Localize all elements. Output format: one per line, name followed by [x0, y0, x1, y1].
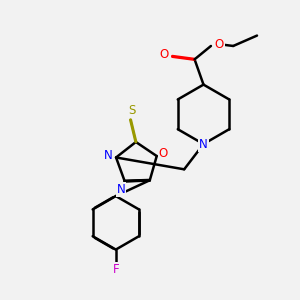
Text: O: O: [159, 48, 169, 62]
Text: N: N: [117, 183, 125, 196]
Text: S: S: [128, 104, 136, 117]
Text: O: O: [214, 38, 224, 51]
Text: O: O: [159, 147, 168, 160]
Text: N: N: [104, 149, 113, 163]
Text: N: N: [199, 138, 208, 151]
Text: F: F: [112, 263, 119, 276]
